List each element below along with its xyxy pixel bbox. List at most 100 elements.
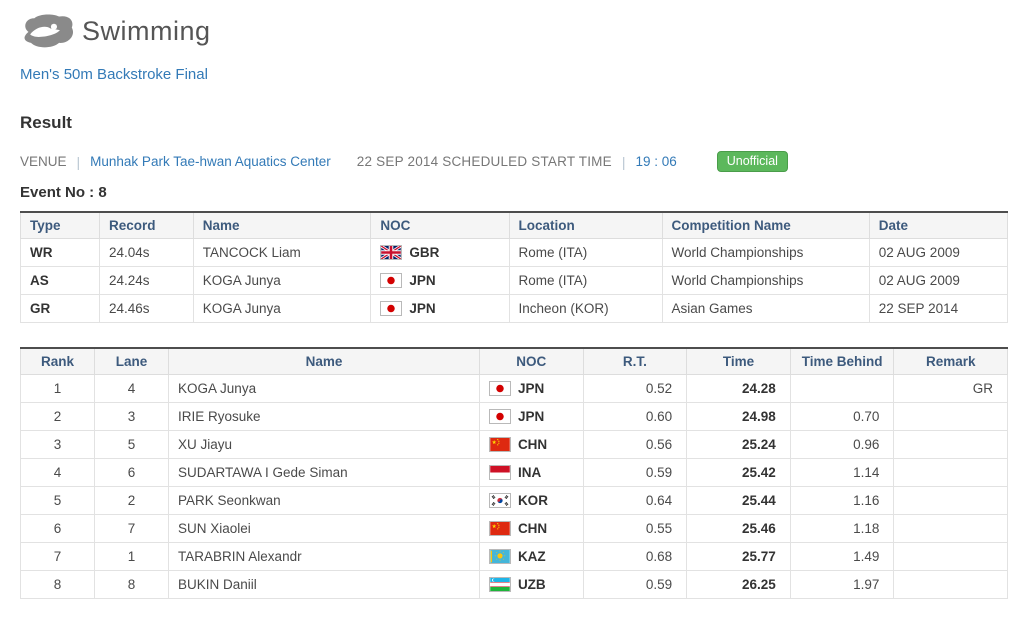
reaction-time: 0.55 [582,514,688,543]
record-location: Rome (ITA) [508,238,663,267]
noc: KOR [478,486,584,515]
rank: 8 [19,570,96,599]
noc-code: CHN [517,521,548,536]
rank: 6 [19,514,96,543]
col-time-behind: Time Behind [789,347,895,375]
record-type: WR [20,238,100,267]
remark: GR [893,374,1008,403]
col-location: Location [508,211,663,239]
record-date: 02 AUG 2009 [868,238,1009,267]
noc: INA [478,458,584,487]
athlete-name: BUKIN Daniil [168,570,480,599]
record-value: 24.46s [98,294,194,323]
time: 25.42 [686,458,791,487]
lane: 1 [94,542,170,571]
time-behind [789,374,895,403]
col-competition: Competition Name [661,211,870,239]
noc-code: JPN [517,381,545,396]
results-header-row: Rank Lane Name NOC R.T. Time Time Behind… [19,347,1008,375]
record-noc: GBR [370,238,510,267]
reaction-time: 0.56 [582,430,688,459]
record-value: 24.04s [98,238,194,267]
time-behind: 1.14 [789,458,895,487]
noc: UZB [478,570,584,599]
noc-code: INA [517,465,542,480]
athlete-name: TARABRIN Alexandr [168,542,480,571]
time-behind: 1.16 [789,486,895,515]
rank: 5 [19,486,96,515]
rank: 1 [19,374,96,403]
record-row: AS 24.24s KOGA Junya JPN Rome (ITA) Worl… [20,266,1009,295]
records-table: Type Record Name NOC Location Competitio… [20,211,1009,323]
record-competition: Asian Games [661,294,870,323]
record-type: GR [20,294,100,323]
result-row: 4 6 SUDARTAWA I Gede Siman INA 0.59 25.4… [19,458,1008,487]
remark [893,430,1008,459]
time-behind: 1.18 [789,514,895,543]
noc-code: JPN [517,409,545,424]
chn-flag-icon [488,437,511,452]
status-badge[interactable]: Unofficial [716,151,788,172]
lane: 2 [94,486,170,515]
noc: JPN [478,374,584,403]
col-time: Time [686,347,791,375]
rank: 7 [19,542,96,571]
separator: | [76,153,81,170]
rank: 2 [19,402,96,431]
gbr-flag-icon [380,245,403,260]
page-title: Swimming [82,15,211,46]
col-type: Type [20,211,100,239]
reaction-time: 0.59 [582,570,688,599]
time: 24.98 [686,402,791,431]
reaction-time: 0.60 [582,402,688,431]
swimming-icon [24,14,74,48]
record-noc: JPN [370,294,510,323]
col-rank: Rank [19,347,96,375]
col-rt: R.T. [582,347,688,375]
rank: 3 [19,430,96,459]
athlete-name: XU Jiayu [168,430,480,459]
time-behind: 0.70 [789,402,895,431]
remark [893,458,1008,487]
chn-flag-icon [488,521,511,536]
athlete-name: IRIE Ryosuke [168,402,480,431]
reaction-time: 0.52 [582,374,688,403]
time-behind: 1.49 [789,542,895,571]
time: 25.77 [686,542,791,571]
noc: CHN [478,514,584,543]
venue-link[interactable]: Munhak Park Tae-hwan Aquatics Center [90,154,331,169]
lane: 6 [94,458,170,487]
jpn-flag-icon [488,381,511,396]
col-name: Name [192,211,372,239]
record-row: GR 24.46s KOGA Junya JPN Incheon (KOR) A… [20,294,1009,323]
kaz-flag-icon [488,549,511,564]
meta-row: VENUE | Munhak Park Tae-hwan Aquatics Ce… [20,151,1008,172]
time-behind: 1.97 [789,570,895,599]
remark [893,486,1008,515]
remark [893,542,1008,571]
remark [893,402,1008,431]
schedule-label: 22 SEP 2014 SCHEDULED START TIME [356,154,612,169]
time: 24.28 [686,374,791,403]
section-title: Result [20,113,72,132]
col-lane: Lane [94,347,170,375]
result-row: 7 1 TARABRIN Alexandr KAZ 0.68 25.77 1.4… [19,542,1008,571]
col-remark: Remark [893,347,1008,375]
athlete-name: SUDARTAWA I Gede Siman [168,458,480,487]
event-link[interactable]: Men's 50m Backstroke Final [20,66,208,83]
record-date: 22 SEP 2014 [868,294,1009,323]
jpn-flag-icon [380,273,403,288]
remark [893,514,1008,543]
record-row: WR 24.04s TANCOCK Liam GBR Rome (ITA) Wo… [20,238,1009,267]
noc-code: JPN [409,273,436,288]
noc-code: GBR [409,245,440,260]
start-time: 19 : 06 [635,154,677,169]
athlete-name: PARK Seonkwan [168,486,480,515]
noc: KAZ [478,542,584,571]
jpn-flag-icon [380,301,403,316]
lane: 7 [94,514,170,543]
noc-code: CHN [517,437,548,452]
separator: | [621,153,626,170]
record-holder: KOGA Junya [192,266,372,295]
